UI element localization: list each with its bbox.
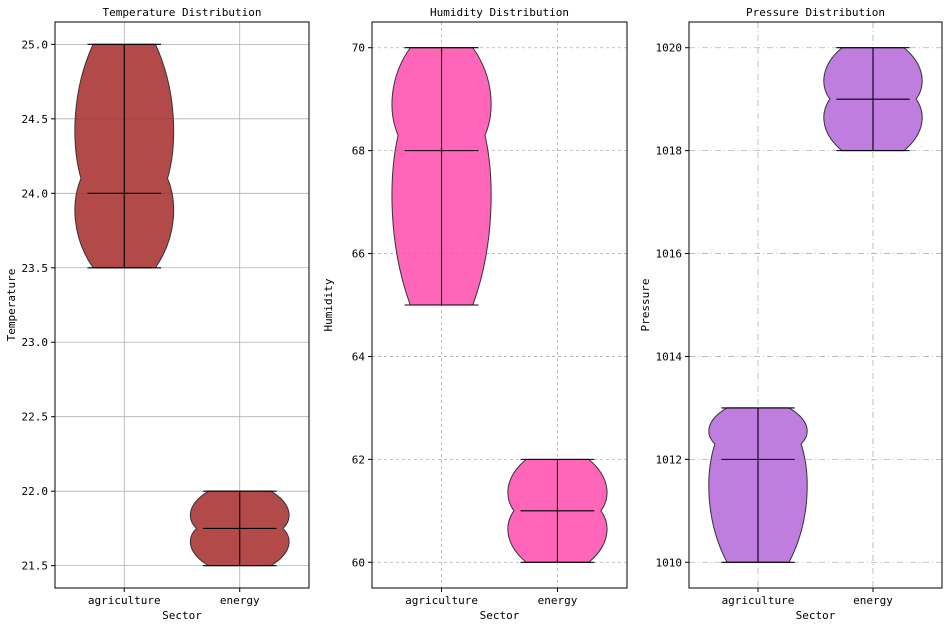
y-tick-label: 25.0: [22, 38, 49, 51]
y-tick-label: 1010: [656, 556, 683, 569]
x-axis-title: Sector: [796, 609, 836, 622]
panel-title: Humidity Distribution: [430, 6, 569, 19]
y-tick-label: 24.0: [22, 187, 49, 200]
x-tick-label: energy: [538, 594, 578, 607]
panel-title: Temperature Distribution: [103, 6, 262, 19]
y-tick-label: 22.5: [22, 411, 49, 424]
y-axis-title: Pressure: [639, 279, 652, 332]
violin-panel-1: 21.5 22.0 22.5 23.0 23.5 24.0 24.5 25.0 agricult…: [5, 6, 310, 622]
axes-frame: [54, 21, 310, 589]
y-tick-label: 1016: [656, 248, 683, 261]
violin-panel-3: 1010 1012 1014 1016 1018 1020 agriculture energ…: [639, 6, 943, 622]
violin-panel-2: 60 62 64 66 68 70 agriculture energy Humidity Di…: [322, 6, 628, 622]
x-tick-label: agriculture: [405, 594, 478, 607]
axes-frame: [688, 21, 943, 589]
y-tick-label: 21.5: [22, 560, 49, 573]
x-tick-label: agriculture: [722, 594, 795, 607]
y-tick-label: 70: [352, 42, 365, 55]
y-tick-label: 1012: [656, 453, 683, 466]
y-tick-label: 1018: [656, 145, 683, 158]
y-tick-label: 60: [352, 556, 365, 569]
y-axis-title: Humidity: [322, 278, 335, 331]
x-tick-label: energy: [220, 594, 260, 607]
x-axis-title: Sector: [480, 609, 520, 622]
y-tick-label: 68: [352, 145, 365, 158]
y-tick-label: 62: [352, 453, 365, 466]
x-axis-title: Sector: [162, 609, 202, 622]
axes-frame: [371, 21, 628, 589]
x-tick-label: energy: [853, 594, 893, 607]
y-tick-label: 22.0: [22, 485, 49, 498]
y-tick-label: 23.0: [22, 336, 49, 349]
y-tick-label: 64: [352, 350, 366, 363]
y-tick-label: 23.5: [22, 262, 49, 275]
y-axis-title: Temperature: [5, 269, 18, 342]
y-tick-label: 66: [352, 248, 365, 261]
y-tick-label: 1020: [656, 42, 683, 55]
y-tick-label: 24.5: [22, 113, 49, 126]
x-tick-label: agriculture: [88, 594, 161, 607]
y-tick-label: 1014: [656, 350, 683, 363]
panel-title: Pressure Distribution: [746, 6, 885, 19]
